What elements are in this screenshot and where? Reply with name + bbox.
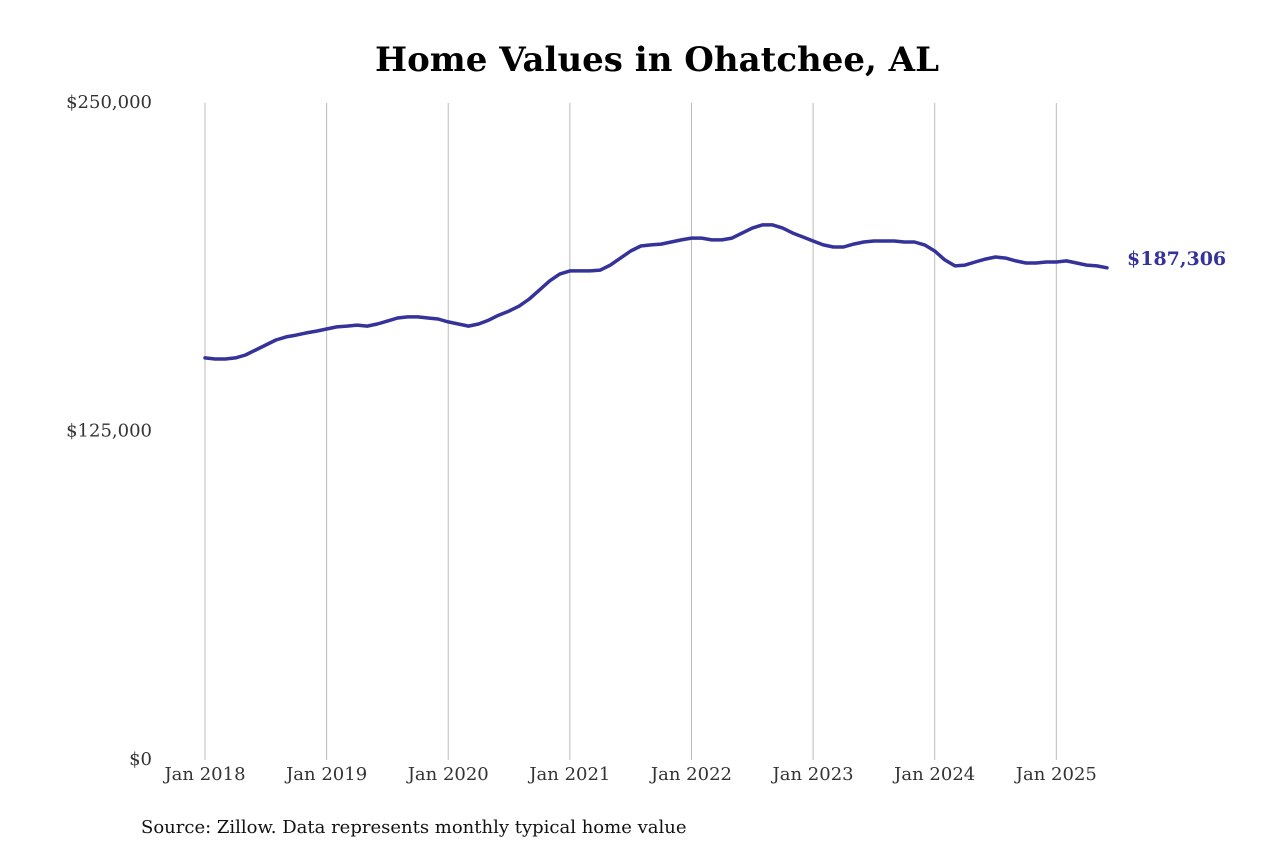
x-tick-label: Jan 2018	[162, 764, 245, 785]
y-tick-label: $250,000	[66, 92, 152, 113]
value-label: $187,306	[1127, 248, 1226, 270]
source-note: Source: Zillow. Data represents monthly …	[141, 817, 687, 838]
x-tick-label: Jan 2019	[284, 764, 367, 785]
chart-title: Home Values in Ohatchee, AL	[375, 40, 939, 80]
x-tick-label: Jan 2022	[649, 764, 732, 785]
x-tick-label: Jan 2021	[527, 764, 610, 785]
x-tick-label: Jan 2025	[1014, 764, 1097, 785]
x-tick-label: Jan 2023	[771, 764, 854, 785]
x-tick-label: Jan 2024	[892, 764, 975, 785]
x-tick-label: Jan 2020	[406, 764, 489, 785]
y-tick-label: $0	[129, 749, 152, 770]
line	[203, 223, 1109, 361]
y-tick-label: $125,000	[66, 421, 152, 442]
